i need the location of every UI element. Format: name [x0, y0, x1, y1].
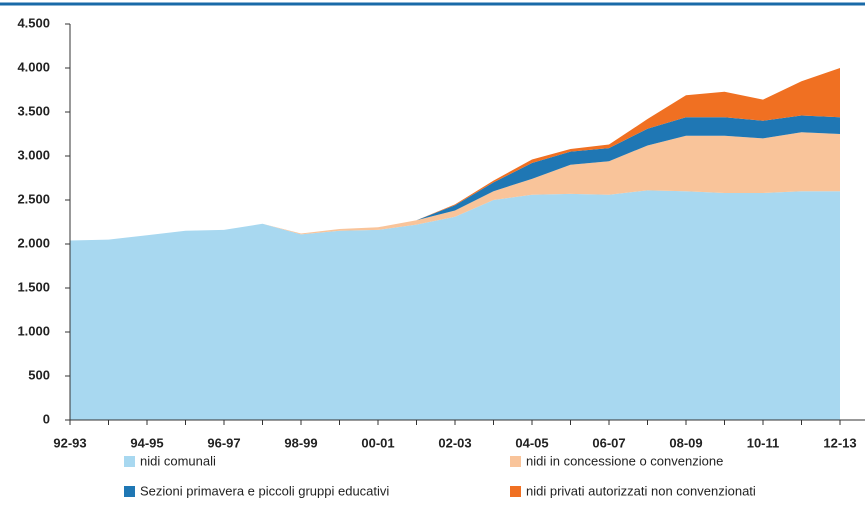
- x-tick-label: 96-97: [207, 435, 240, 450]
- y-tick-label: 2.000: [17, 235, 50, 250]
- x-tick-label: 00-01: [361, 435, 394, 450]
- legend-label: nidi in concessione o convenzione: [526, 453, 723, 468]
- y-tick-label: 4.500: [17, 15, 50, 30]
- legend-swatch: [510, 456, 521, 467]
- y-tick-label: 1.500: [17, 279, 50, 294]
- y-tick-label: 2.500: [17, 191, 50, 206]
- x-tick-label: 08-09: [669, 435, 702, 450]
- y-tick-label: 1.000: [17, 323, 50, 338]
- x-tick-label: 94-95: [130, 435, 163, 450]
- x-tick-label: 98-99: [284, 435, 317, 450]
- y-tick-label: 3.500: [17, 103, 50, 118]
- legend-label: Sezioni primavera e piccoli gruppi educa…: [140, 483, 389, 498]
- y-tick-label: 0: [43, 411, 50, 426]
- y-tick-label: 4.000: [17, 59, 50, 74]
- legend-swatch: [124, 456, 135, 467]
- legend-label: nidi privati autorizzati non convenziona…: [526, 483, 756, 498]
- x-tick-label: 10-11: [747, 435, 780, 450]
- legend-label: nidi comunali: [140, 453, 216, 468]
- x-tick-label: 06-07: [592, 435, 625, 450]
- legend-swatch: [510, 486, 521, 497]
- area: [70, 190, 840, 420]
- y-tick-label: 500: [28, 367, 50, 382]
- x-tick-label: 02-03: [438, 435, 471, 450]
- legend-swatch: [124, 486, 135, 497]
- x-tick-label: 04-05: [515, 435, 548, 450]
- x-tick-label: 92-93: [53, 435, 86, 450]
- area: [70, 132, 840, 241]
- x-tick-label: 12-13: [823, 435, 856, 450]
- area: [70, 115, 840, 241]
- y-tick-label: 3.000: [17, 147, 50, 162]
